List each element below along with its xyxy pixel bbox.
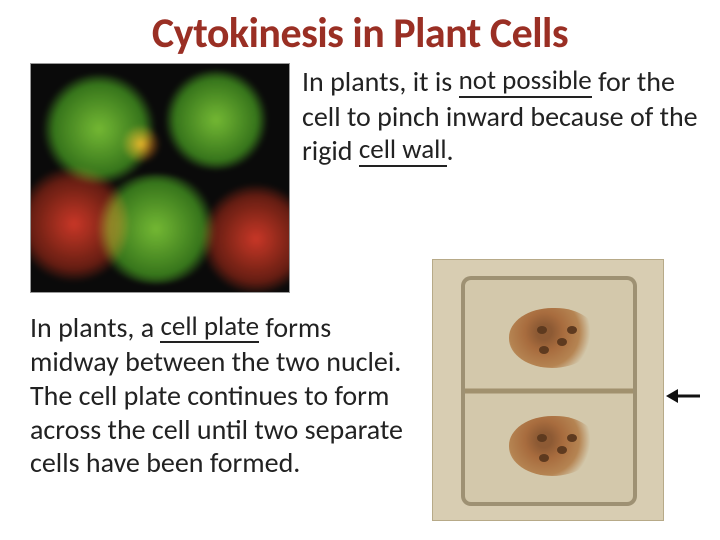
paragraph-2: In plants, a cell plate forms midway bet… <box>30 311 414 480</box>
fluorescence-image <box>30 63 290 293</box>
dividing-cell-image <box>432 259 664 521</box>
blank-answer: cell plate <box>160 310 259 343</box>
nucleus-bottom <box>509 416 597 476</box>
blank-cell-plate: cell plate <box>160 311 259 345</box>
cell-outline <box>461 276 637 506</box>
nucleus-top <box>509 308 597 368</box>
page-title: Cytokinesis in Plant Cells <box>0 0 720 63</box>
blank-answer: cell wall <box>359 133 447 166</box>
row-bottom: In plants, a cell plate forms midway bet… <box>0 293 720 521</box>
blank-underline <box>160 341 259 343</box>
blank-underline <box>459 96 592 98</box>
blank-answer: not possible <box>459 64 592 97</box>
blank-cell-wall: cell wall <box>359 134 447 169</box>
p2-seg-before: In plants, a <box>30 310 160 345</box>
dividing-cell-figure <box>432 259 702 521</box>
blank-not-possible: not possible <box>459 65 592 100</box>
p1-seg-before: In plants, it is <box>302 64 459 99</box>
arrow-icon <box>666 387 700 405</box>
cell-plate-line <box>465 389 633 394</box>
blank-underline <box>359 165 447 167</box>
p1-seg-after: . <box>447 133 454 168</box>
